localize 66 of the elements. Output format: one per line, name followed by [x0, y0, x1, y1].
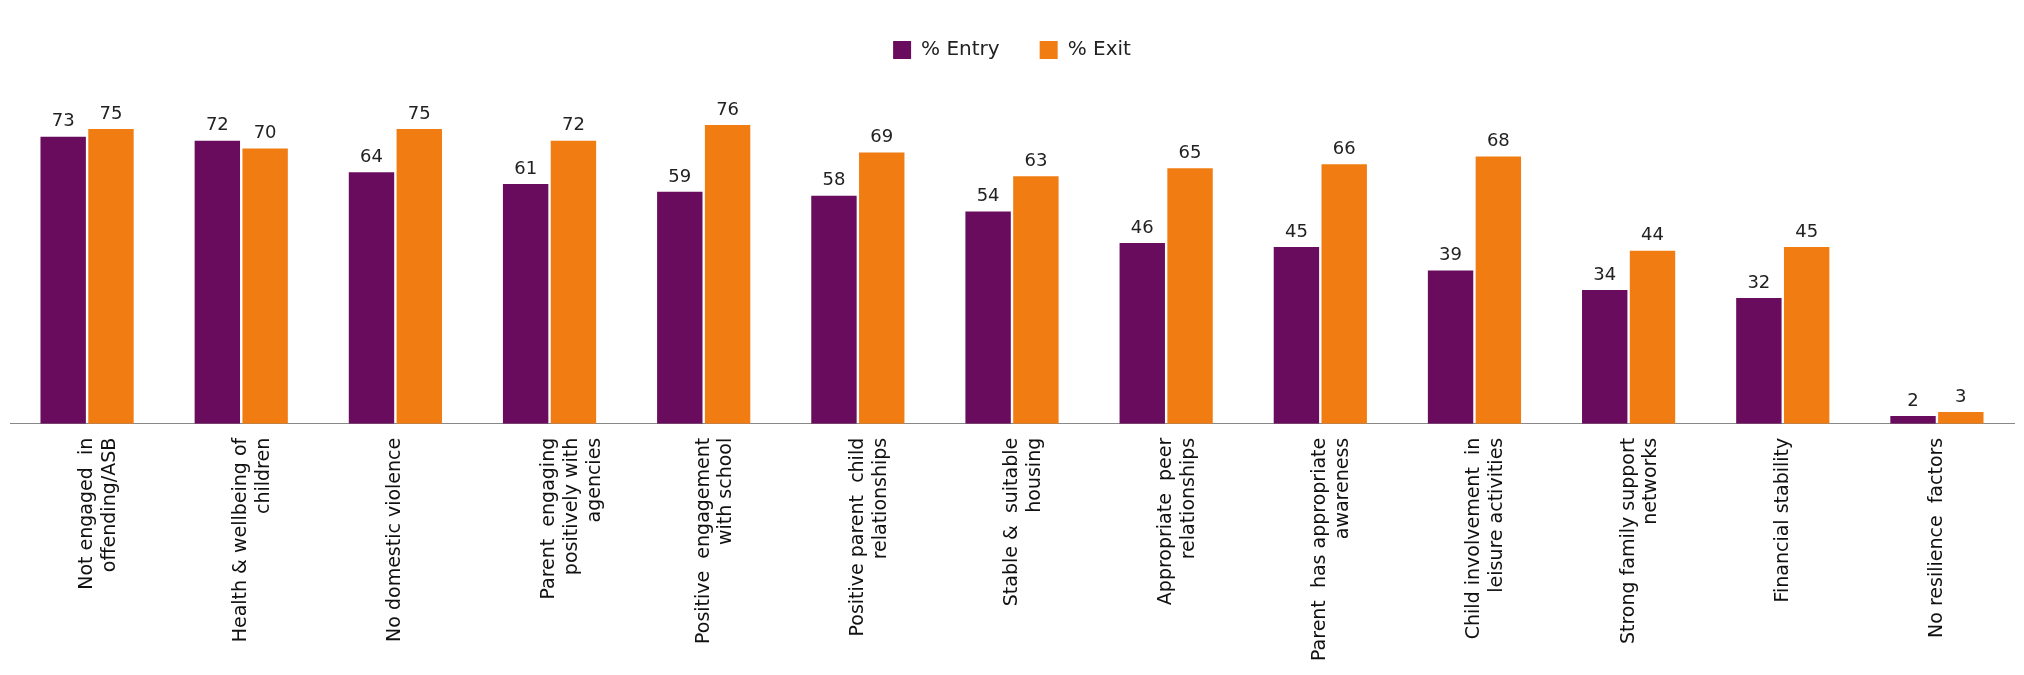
x-tick-label: Positive parent child relationships [844, 437, 890, 637]
bar [1119, 242, 1165, 424]
bar [1321, 164, 1367, 424]
data-label: 34 [1593, 262, 1617, 284]
data-label: 64 [360, 144, 383, 166]
x-tick-label: Positive engagement with school [690, 437, 736, 644]
bar [657, 191, 703, 424]
data-label: 65 [1178, 140, 1202, 162]
bar [1582, 290, 1628, 424]
bar [242, 148, 288, 424]
bar [550, 140, 597, 424]
data-label: 54 [976, 184, 1000, 206]
x-tick-label: Strong family support networks [1615, 437, 1661, 645]
data-label: 32 [1747, 270, 1771, 292]
bar [1475, 156, 1522, 424]
data-label: 3 [1955, 384, 1967, 406]
bar [1629, 250, 1676, 424]
bar [1938, 411, 1984, 424]
data-label: 2 [1907, 388, 1919, 410]
bar [859, 152, 905, 424]
bar [1273, 246, 1320, 424]
x-tick-label: No resilience factors [1923, 437, 1946, 638]
data-label: 72 [561, 113, 585, 135]
data-label: 45 [1795, 219, 1819, 241]
data-label: 76 [716, 97, 740, 119]
data-label: 69 [870, 125, 894, 147]
bar [1167, 168, 1213, 424]
data-label: 58 [822, 168, 846, 190]
data-label: 75 [99, 101, 123, 123]
bar [1890, 415, 1936, 424]
x-tick-label: Health & wellbeing of children [228, 436, 273, 643]
bar [194, 140, 241, 424]
x-tick-label: Parent has appropriate awareness [1307, 437, 1353, 662]
legend-label: % Entry [921, 36, 1000, 61]
data-label: 45 [1284, 219, 1308, 241]
bar [704, 125, 751, 424]
bar [1013, 176, 1059, 424]
data-label: 68 [1486, 129, 1510, 151]
x-tick-label: Financial stability [1769, 437, 1792, 603]
bar [1783, 246, 1830, 424]
x-tick-label: Stable & suitable housing [998, 437, 1044, 607]
x-tick-label: No domestic violence [382, 437, 405, 642]
data-label: 59 [668, 164, 692, 186]
x-tick-label: Appropriate peer relationships [1153, 437, 1198, 606]
data-label: 75 [407, 101, 431, 123]
bar [88, 128, 134, 424]
data-label: 39 [1439, 243, 1463, 265]
x-tick-label: Parent engaging positively with agencies [536, 437, 605, 600]
data-label: 66 [1332, 137, 1356, 159]
data-label: 70 [253, 121, 277, 143]
legend-label: % Exit [1067, 36, 1132, 61]
data-label: 63 [1024, 148, 1048, 170]
data-label: 61 [514, 156, 538, 178]
bar [396, 128, 442, 424]
bar [348, 172, 395, 424]
bar [811, 195, 857, 424]
bar [1736, 297, 1782, 424]
data-label: 46 [1130, 215, 1154, 237]
x-tick-label: Not engaged in offending/ASB [74, 437, 119, 590]
data-label: 72 [205, 113, 229, 135]
bar [40, 136, 86, 424]
data-label: 44 [1641, 223, 1664, 245]
data-label: 73 [51, 109, 75, 131]
bar [965, 211, 1011, 424]
bar [1427, 270, 1474, 424]
bar [502, 183, 549, 424]
